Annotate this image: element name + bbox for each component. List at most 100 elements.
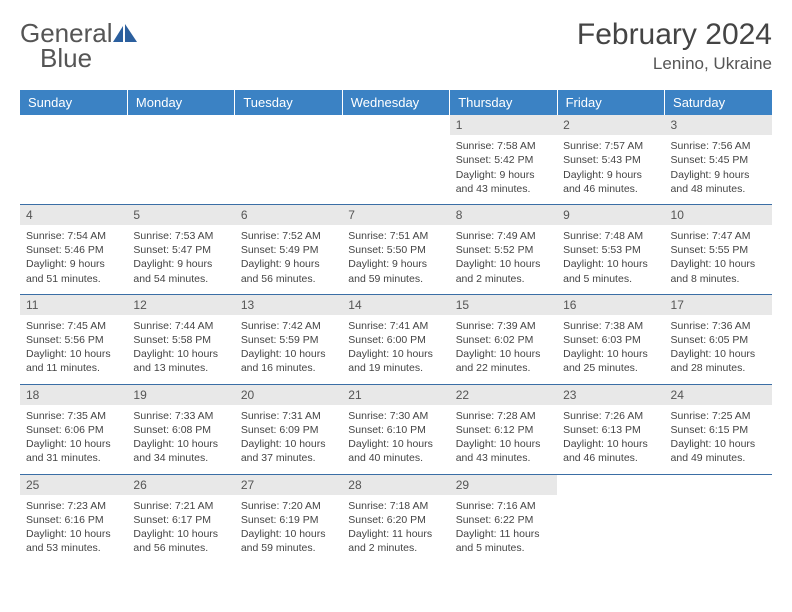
sunset-line: Sunset: 5:52 PM	[456, 243, 551, 257]
daylight-line: Daylight: 9 hours and 54 minutes.	[133, 257, 228, 285]
sunset-line: Sunset: 5:49 PM	[241, 243, 336, 257]
sunrise-line: Sunrise: 7:52 AM	[241, 229, 336, 243]
weekday-header: Monday	[127, 90, 234, 115]
sunrise-line: Sunrise: 7:35 AM	[26, 409, 121, 423]
day-number-cell: 28	[342, 474, 449, 495]
day-detail-cell: Sunrise: 7:57 AMSunset: 5:43 PMDaylight:…	[557, 135, 664, 204]
daylight-line: Daylight: 9 hours and 43 minutes.	[456, 168, 551, 196]
day-detail-cell: Sunrise: 7:42 AMSunset: 5:59 PMDaylight:…	[235, 315, 342, 384]
location-label: Lenino, Ukraine	[577, 54, 772, 74]
sunrise-line: Sunrise: 7:38 AM	[563, 319, 658, 333]
day-detail-cell: Sunrise: 7:36 AMSunset: 6:05 PMDaylight:…	[665, 315, 772, 384]
sunrise-line: Sunrise: 7:33 AM	[133, 409, 228, 423]
day-number-cell: 26	[127, 474, 234, 495]
daylight-line: Daylight: 11 hours and 5 minutes.	[456, 527, 551, 555]
day-detail-row: Sunrise: 7:35 AMSunset: 6:06 PMDaylight:…	[20, 405, 772, 474]
weekday-header: Tuesday	[235, 90, 342, 115]
sunset-line: Sunset: 5:59 PM	[241, 333, 336, 347]
day-detail-cell: Sunrise: 7:58 AMSunset: 5:42 PMDaylight:…	[450, 135, 557, 204]
daylight-line: Daylight: 10 hours and 56 minutes.	[133, 527, 228, 555]
sunrise-line: Sunrise: 7:44 AM	[133, 319, 228, 333]
sunset-line: Sunset: 5:53 PM	[563, 243, 658, 257]
day-number-cell: 22	[450, 384, 557, 405]
sunset-line: Sunset: 5:45 PM	[671, 153, 766, 167]
sunrise-line: Sunrise: 7:58 AM	[456, 139, 551, 153]
daylight-line: Daylight: 9 hours and 59 minutes.	[348, 257, 443, 285]
sunset-line: Sunset: 5:55 PM	[671, 243, 766, 257]
day-number-cell: 6	[235, 204, 342, 225]
day-number-row: 123	[20, 115, 772, 135]
day-detail-cell: Sunrise: 7:52 AMSunset: 5:49 PMDaylight:…	[235, 225, 342, 294]
daylight-line: Daylight: 10 hours and 49 minutes.	[671, 437, 766, 465]
sunrise-line: Sunrise: 7:23 AM	[26, 499, 121, 513]
sunset-line: Sunset: 5:50 PM	[348, 243, 443, 257]
sunrise-line: Sunrise: 7:53 AM	[133, 229, 228, 243]
day-detail-cell: Sunrise: 7:26 AMSunset: 6:13 PMDaylight:…	[557, 405, 664, 474]
daylight-line: Daylight: 11 hours and 2 minutes.	[348, 527, 443, 555]
sunset-line: Sunset: 6:20 PM	[348, 513, 443, 527]
sunrise-line: Sunrise: 7:28 AM	[456, 409, 551, 423]
day-detail-cell: Sunrise: 7:56 AMSunset: 5:45 PMDaylight:…	[665, 135, 772, 204]
daylight-line: Daylight: 10 hours and 2 minutes.	[456, 257, 551, 285]
day-detail-row: Sunrise: 7:54 AMSunset: 5:46 PMDaylight:…	[20, 225, 772, 294]
day-number-cell: 15	[450, 294, 557, 315]
sunset-line: Sunset: 6:02 PM	[456, 333, 551, 347]
sunset-line: Sunset: 6:09 PM	[241, 423, 336, 437]
header: General Blue February 2024 Lenino, Ukrai…	[20, 18, 772, 74]
daylight-line: Daylight: 9 hours and 46 minutes.	[563, 168, 658, 196]
daylight-line: Daylight: 10 hours and 53 minutes.	[26, 527, 121, 555]
day-number-cell: 17	[665, 294, 772, 315]
sunrise-line: Sunrise: 7:26 AM	[563, 409, 658, 423]
day-detail-cell: Sunrise: 7:23 AMSunset: 6:16 PMDaylight:…	[20, 495, 127, 564]
day-detail-cell: Sunrise: 7:38 AMSunset: 6:03 PMDaylight:…	[557, 315, 664, 384]
daylight-line: Daylight: 10 hours and 25 minutes.	[563, 347, 658, 375]
day-detail-cell: Sunrise: 7:33 AMSunset: 6:08 PMDaylight:…	[127, 405, 234, 474]
sunset-line: Sunset: 6:00 PM	[348, 333, 443, 347]
day-detail-cell: Sunrise: 7:45 AMSunset: 5:56 PMDaylight:…	[20, 315, 127, 384]
sunrise-line: Sunrise: 7:48 AM	[563, 229, 658, 243]
sunset-line: Sunset: 6:10 PM	[348, 423, 443, 437]
sunrise-line: Sunrise: 7:41 AM	[348, 319, 443, 333]
weekday-header-row: SundayMondayTuesdayWednesdayThursdayFrid…	[20, 90, 772, 115]
day-number-row: 18192021222324	[20, 384, 772, 405]
weekday-header: Friday	[557, 90, 664, 115]
day-number-cell: 1	[450, 115, 557, 135]
daylight-line: Daylight: 10 hours and 31 minutes.	[26, 437, 121, 465]
sunrise-line: Sunrise: 7:39 AM	[456, 319, 551, 333]
sunset-line: Sunset: 6:12 PM	[456, 423, 551, 437]
day-detail-cell: Sunrise: 7:49 AMSunset: 5:52 PMDaylight:…	[450, 225, 557, 294]
day-number-cell: 23	[557, 384, 664, 405]
sunrise-line: Sunrise: 7:49 AM	[456, 229, 551, 243]
sunrise-line: Sunrise: 7:20 AM	[241, 499, 336, 513]
day-detail-cell	[342, 135, 449, 204]
day-number-row: 2526272829	[20, 474, 772, 495]
sunset-line: Sunset: 5:42 PM	[456, 153, 551, 167]
title-block: February 2024 Lenino, Ukraine	[577, 18, 772, 74]
sunrise-line: Sunrise: 7:47 AM	[671, 229, 766, 243]
weekday-header: Thursday	[450, 90, 557, 115]
day-number-cell	[20, 115, 127, 135]
day-number-cell: 3	[665, 115, 772, 135]
sunset-line: Sunset: 5:58 PM	[133, 333, 228, 347]
daylight-line: Daylight: 10 hours and 8 minutes.	[671, 257, 766, 285]
daylight-line: Daylight: 9 hours and 56 minutes.	[241, 257, 336, 285]
sunrise-line: Sunrise: 7:57 AM	[563, 139, 658, 153]
day-number-cell: 10	[665, 204, 772, 225]
page-title: February 2024	[577, 18, 772, 52]
sunset-line: Sunset: 5:43 PM	[563, 153, 658, 167]
day-number-cell: 11	[20, 294, 127, 315]
daylight-line: Daylight: 10 hours and 34 minutes.	[133, 437, 228, 465]
weekday-header: Saturday	[665, 90, 772, 115]
day-number-cell: 9	[557, 204, 664, 225]
sail-icon	[113, 24, 137, 42]
day-number-cell	[665, 474, 772, 495]
daylight-line: Daylight: 10 hours and 59 minutes.	[241, 527, 336, 555]
day-detail-row: Sunrise: 7:45 AMSunset: 5:56 PMDaylight:…	[20, 315, 772, 384]
day-detail-cell: Sunrise: 7:54 AMSunset: 5:46 PMDaylight:…	[20, 225, 127, 294]
day-detail-row: Sunrise: 7:23 AMSunset: 6:16 PMDaylight:…	[20, 495, 772, 564]
daylight-line: Daylight: 10 hours and 22 minutes.	[456, 347, 551, 375]
day-detail-cell: Sunrise: 7:28 AMSunset: 6:12 PMDaylight:…	[450, 405, 557, 474]
daylight-line: Daylight: 10 hours and 37 minutes.	[241, 437, 336, 465]
day-detail-cell: Sunrise: 7:21 AMSunset: 6:17 PMDaylight:…	[127, 495, 234, 564]
day-number-cell: 5	[127, 204, 234, 225]
